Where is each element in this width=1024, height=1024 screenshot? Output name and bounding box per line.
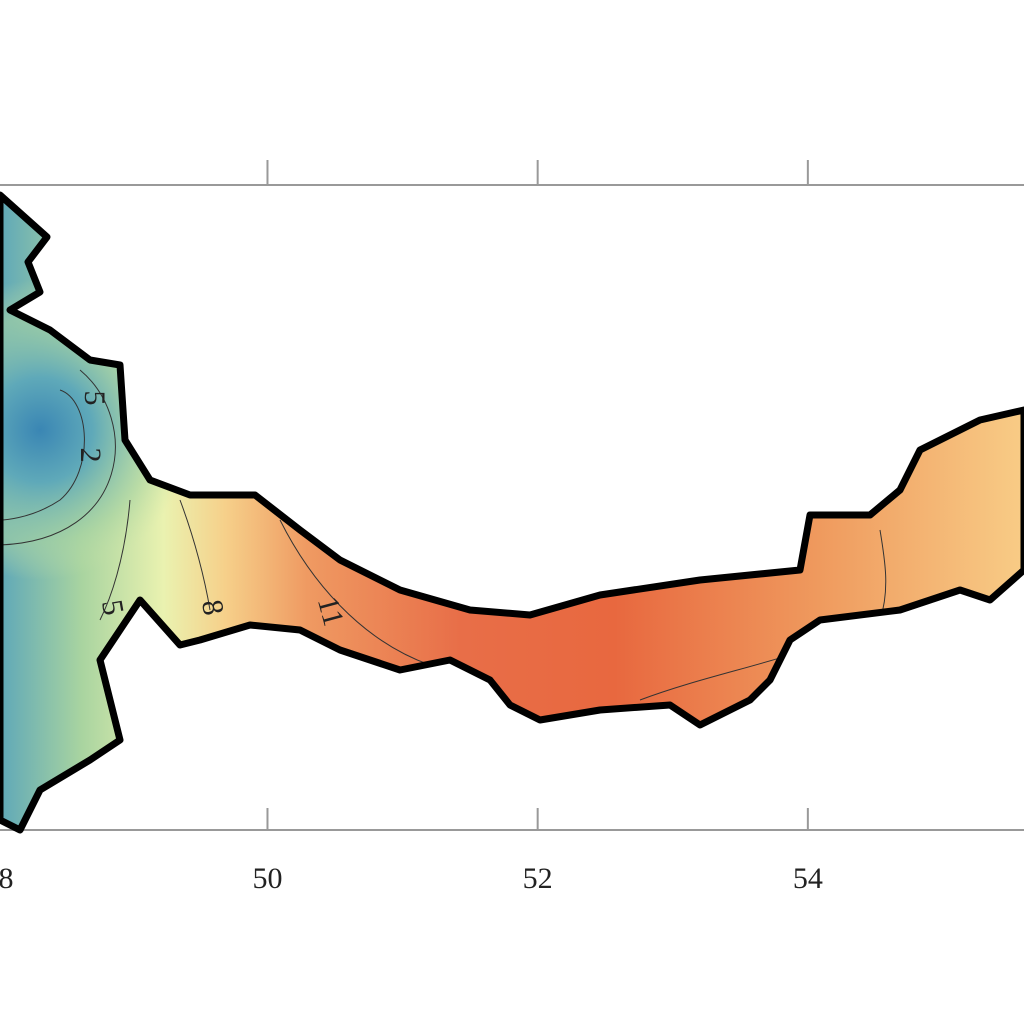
x-tick-label: 52 bbox=[523, 862, 553, 895]
x-tick-label: 54 bbox=[793, 862, 823, 895]
contour-label: 8 bbox=[195, 597, 230, 618]
contour-fill bbox=[0, 195, 1024, 830]
contour-label: 5 bbox=[95, 597, 130, 618]
x-tick-label: 50 bbox=[252, 862, 282, 895]
contour-label: 2 bbox=[74, 448, 107, 463]
axes-frame bbox=[0, 184, 1024, 831]
x-tick-label: 8 bbox=[0, 862, 14, 895]
contour-label: 5 bbox=[78, 391, 111, 406]
